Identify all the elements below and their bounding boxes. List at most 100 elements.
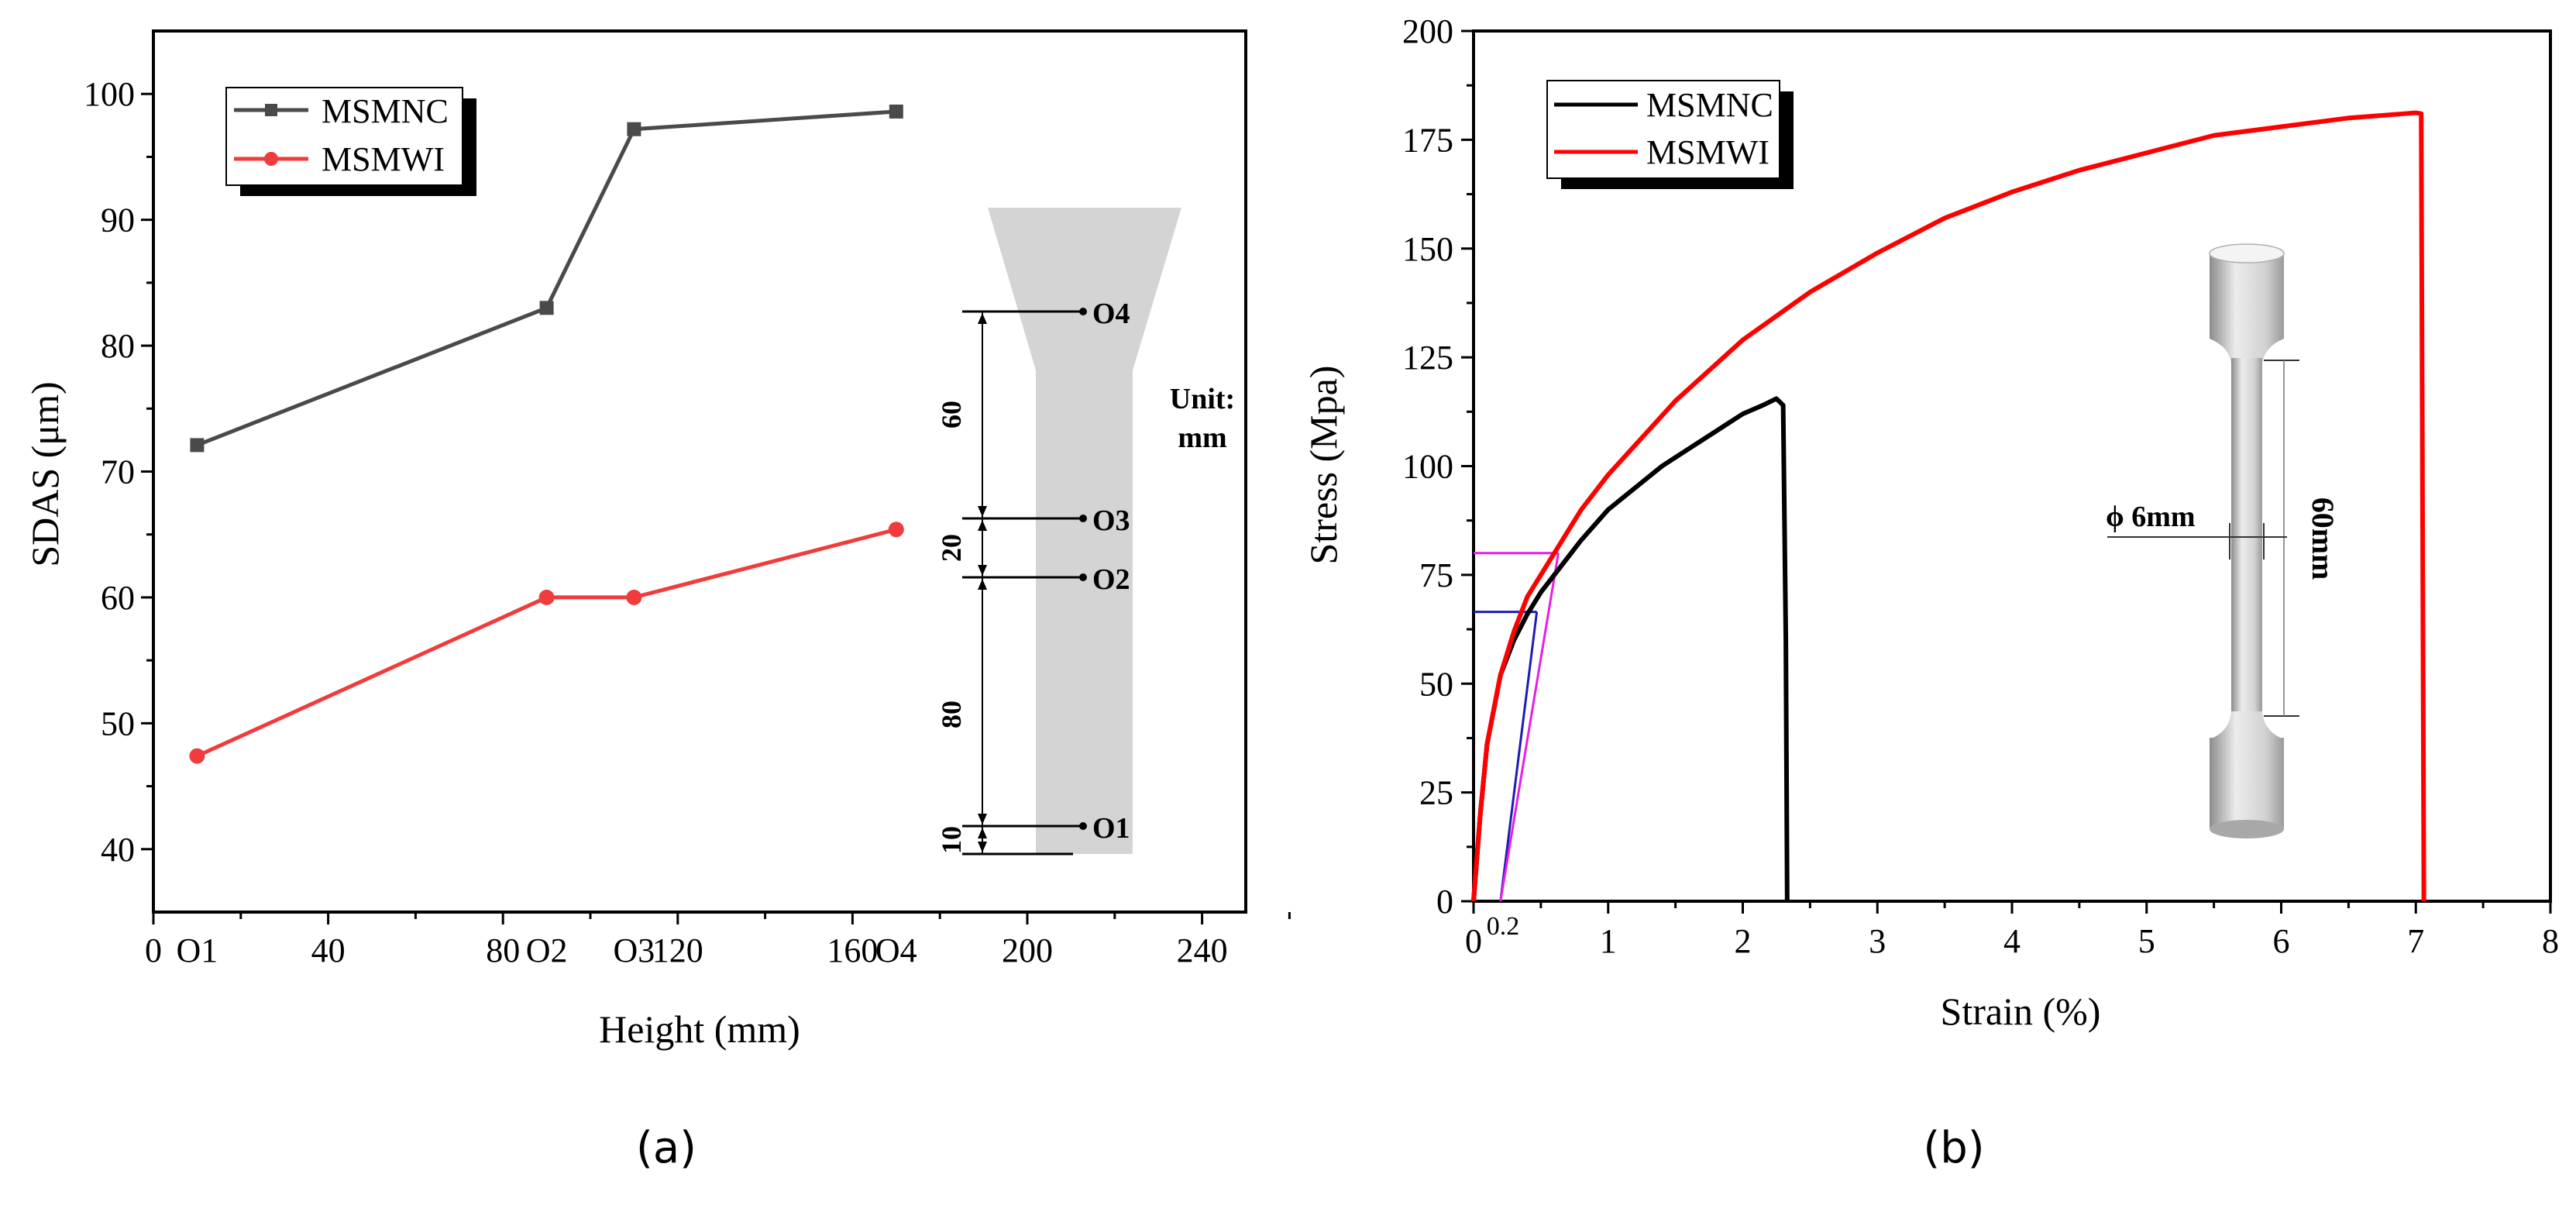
- inset-unit-value: mm: [1178, 422, 1226, 454]
- inset-label-o3: O3: [1092, 504, 1130, 537]
- yield-offset-line-1: [1499, 611, 1539, 902]
- legend-msmwi-label: MSMWI: [1646, 133, 1769, 171]
- series-line-msmnc: [196, 109, 896, 447]
- series-line-msmwi: [1471, 110, 2426, 902]
- x-category-label: O4: [875, 931, 917, 969]
- y-tick-label: 100: [1402, 448, 1453, 486]
- y-tick-label: 25: [1419, 774, 1453, 812]
- y-tick-label: 50: [101, 704, 135, 742]
- inset-dimension-arrows: [978, 313, 987, 852]
- panel-b-y-ticks: 0 25 50 75 100 125 150 175 200: [1402, 12, 1474, 921]
- x-tick-label: 240: [1177, 931, 1228, 969]
- panel-a-y-ticks: 40 50 60 70 80 90 100: [84, 75, 153, 869]
- y-tick-label: 125: [1402, 339, 1453, 377]
- panel-b-x-axis-label: Strain (%): [1941, 990, 2101, 1033]
- x-category-label: O1: [177, 931, 218, 969]
- x-tick-label: 5: [2138, 922, 2155, 960]
- specimen-bottom-fillet: [2210, 711, 2284, 739]
- x-tick-label: 3: [1869, 922, 1886, 960]
- inset-dim-10: 10: [936, 826, 967, 854]
- panel-a-series: [189, 104, 904, 764]
- panel-b-offset-label: 0.2: [1487, 912, 1520, 941]
- specimen-top-fillet: [2210, 339, 2284, 364]
- inset-o2-dot: [1079, 573, 1087, 581]
- y-tick-label: 75: [1419, 556, 1453, 594]
- x-tick-label: 40: [311, 931, 346, 969]
- y-tick-label: 150: [1402, 230, 1453, 268]
- panel-a-y-axis-label: SDAS (μm): [23, 381, 67, 566]
- y-tick-label: 60: [101, 579, 135, 617]
- x-tick-label: 0: [145, 931, 162, 969]
- legend-msmwi-marker: [264, 152, 278, 166]
- inset-dim-80: 80: [936, 701, 967, 728]
- inset-o1-dot: [1079, 822, 1087, 830]
- panel-a-x-ticks: 0 40 80 120 160 200 240 O1 O2 O3 O4: [145, 912, 1291, 969]
- x-tick-label: 160: [827, 931, 878, 969]
- panel-a: 40 50 60 70 80 90 100 0 40 80 120 160 200 240 O1 O2 O3 O…: [23, 29, 1291, 1173]
- series-line-msmwi: [196, 527, 897, 758]
- x-tick-label: 7: [2407, 922, 2424, 960]
- panel-b-inset-specimen: 60mm ϕ 6mm: [2106, 243, 2340, 838]
- inset-casting-shape: [988, 208, 1181, 854]
- x-category-label: O2: [526, 931, 568, 969]
- data-point-msmwi: [189, 748, 205, 764]
- x-tick-label: 1: [1600, 922, 1617, 960]
- legend-msmwi-label: MSMWI: [322, 140, 445, 178]
- legend-box: [1546, 80, 1780, 179]
- inset-o3-dot: [1079, 515, 1087, 522]
- data-point-msmnc: [190, 438, 205, 453]
- panel-b-x-ticks: 0 1 2 3 4 5 6 7 8: [1465, 901, 2559, 960]
- x-tick-label: 0: [1465, 922, 1482, 960]
- specimen-bottom-grip: [2210, 738, 2284, 829]
- specimen-diameter-label: ϕ 6mm: [2106, 501, 2196, 533]
- specimen-length-label: 60mm: [2306, 497, 2340, 580]
- y-tick-label: 70: [101, 453, 135, 491]
- inset-dim-20: 20: [936, 534, 967, 562]
- legend-msmnc-label: MSMNC: [322, 92, 449, 130]
- specimen-top-grip: [2210, 253, 2284, 339]
- panel-b: 0 25 50 75 100 125 150 175 200 0 1 2 3 4 5 6 7 8: [1302, 12, 2559, 1173]
- x-tick-label: 200: [1002, 931, 1053, 969]
- data-point-msmnc: [889, 104, 903, 119]
- legend-msmnc-marker: [265, 104, 277, 116]
- y-tick-label: 0: [1436, 883, 1453, 921]
- panel-a-x-axis-label: Height (mm): [599, 1007, 800, 1051]
- x-category-label: O3: [614, 931, 655, 969]
- x-tick-label: 120: [652, 931, 703, 969]
- specimen-top-cap: [2209, 243, 2285, 263]
- y-tick-label: 40: [101, 831, 135, 869]
- x-tick-label: 6: [2273, 922, 2290, 960]
- series-line-msmnc: [1471, 396, 1790, 902]
- x-tick-label: 80: [486, 931, 520, 969]
- legend-msmnc-label: MSMNC: [1646, 86, 1773, 124]
- yield-offset-line-2: [1499, 553, 1560, 902]
- y-tick-label: 100: [84, 75, 135, 113]
- inset-dim-60: 60: [936, 401, 967, 429]
- inset-label-o4: O4: [1092, 298, 1130, 330]
- y-tick-label: 90: [101, 201, 135, 239]
- x-tick-label: 8: [2542, 922, 2559, 960]
- panel-b-y-axis-label: Stress (Mpa): [1302, 366, 1345, 565]
- specimen-bottom-cap: [2210, 820, 2284, 838]
- inset-unit-label: Unit:: [1170, 383, 1235, 415]
- panel-b-series: [1471, 110, 2426, 902]
- inset-label-o2: O2: [1092, 563, 1130, 596]
- panel-a-inset-diagram: 60 20 80 10 O4 O3 O2 O1 Unit: mm: [936, 208, 1235, 856]
- panel-a-label: (a): [636, 1123, 696, 1173]
- y-tick-label: 200: [1402, 12, 1453, 50]
- inset-label-o1: O1: [1092, 812, 1130, 845]
- data-point-msmnc: [539, 301, 554, 315]
- y-tick-label: 80: [101, 327, 135, 365]
- data-point-msmnc: [627, 122, 641, 136]
- y-tick-label: 175: [1402, 121, 1453, 159]
- inset-o4-dot: [1079, 308, 1087, 315]
- x-tick-label: 4: [2003, 922, 2021, 960]
- data-point-msmwi: [626, 589, 642, 605]
- data-point-msmwi: [538, 589, 555, 605]
- x-tick-label: 2: [1735, 922, 1752, 960]
- panel-b-legend: MSMNC MSMWI: [1546, 80, 1794, 189]
- data-point-msmwi: [888, 522, 904, 538]
- y-tick-label: 50: [1419, 665, 1453, 703]
- panel-b-label: (b): [1923, 1123, 1984, 1173]
